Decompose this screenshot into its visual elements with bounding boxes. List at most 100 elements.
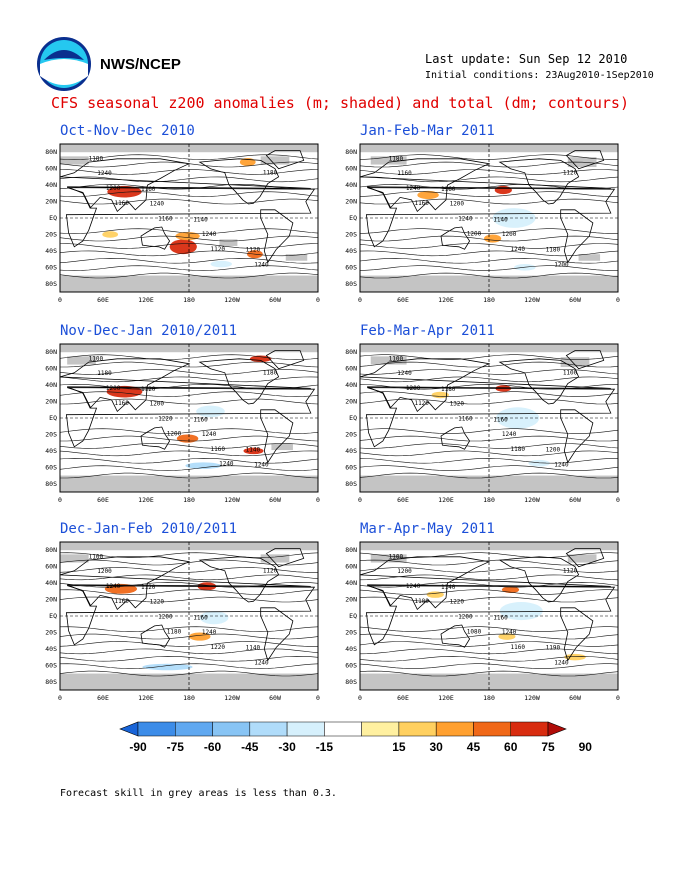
- colorbar-tick: 45: [467, 740, 481, 754]
- lon-tick-label: 0: [316, 694, 320, 702]
- contour-label: 1240: [554, 462, 569, 469]
- lon-tick-label: 180: [183, 296, 195, 304]
- contour-label: 1240: [150, 201, 165, 208]
- lat-tick-label: 80S: [345, 678, 357, 686]
- coastline: [440, 226, 471, 250]
- colorbar-swatch: [398, 721, 437, 737]
- anomaly-patch: [243, 447, 264, 455]
- lon-tick-label: 120E: [438, 296, 454, 304]
- lon-tick-label: 180: [483, 296, 495, 304]
- initial-conditions: Initial conditions: 23Aug2010-1Sep2010: [425, 70, 654, 81]
- coastline: [359, 556, 611, 611]
- low-skill-area: [260, 554, 290, 563]
- colorbar-tick: -90: [129, 740, 147, 754]
- lat-tick-label: 80S: [45, 678, 57, 686]
- contour-label: 1240: [502, 629, 517, 636]
- lon-tick-label: 180: [183, 496, 195, 504]
- lat-tick-label: 80N: [45, 348, 57, 356]
- lon-tick-label: 120W: [524, 694, 540, 702]
- contour-label: 1140: [246, 645, 261, 652]
- contour-label: 1200: [106, 185, 121, 192]
- lon-tick-label: 120E: [438, 694, 454, 702]
- contour-label: 1120: [141, 584, 156, 591]
- contour-label: 1240: [254, 462, 269, 469]
- low-skill-area: [67, 356, 96, 365]
- map-panel-fma: 1100 1180 1160 1200 1240 1320 1240 1240 1200 1160…: [345, 343, 620, 504]
- lat-tick-label: 40S: [345, 645, 357, 653]
- coastline: [560, 607, 594, 662]
- anomaly-patch: [426, 591, 444, 598]
- coastline: [359, 158, 611, 213]
- lat-tick-label: 60S: [45, 661, 57, 669]
- lon-tick-label: 120W: [224, 496, 240, 504]
- map-panel-djf: 1100 1120 1160 1140 1200 1220 1240 1240 1240 1200…: [45, 541, 320, 702]
- colorbar-low-arrow: [119, 721, 139, 737]
- lat-tick-label: 80N: [345, 348, 357, 356]
- contour-label: 1160: [493, 614, 508, 621]
- lon-tick-label: 120E: [138, 496, 154, 504]
- colorbar-swatch: [137, 721, 176, 737]
- contour-label: 1120: [563, 567, 578, 574]
- coastline: [440, 624, 471, 648]
- colorbar-tick: 15: [392, 740, 406, 754]
- colorbar-swatch: [249, 721, 288, 737]
- lat-tick-label: 20N: [45, 596, 57, 604]
- colorbar-swatch: [473, 721, 511, 737]
- map-panel-jfm: 1180 1160 1140 1180 1160 1200 1200 1200 1240 1240…: [345, 143, 620, 304]
- colorbar-tick: -30: [278, 740, 296, 754]
- lat-tick-label: 40N: [345, 579, 357, 587]
- lat-tick-label: 20S: [45, 628, 57, 636]
- lat-tick-label: 20N: [345, 198, 357, 206]
- colorbar-tick: -75: [167, 740, 185, 754]
- panel-title-ndj: Nov-Dec-Jan 2010/2011: [60, 323, 238, 339]
- lat-tick-label: EQ: [349, 414, 357, 422]
- colorbar-tick: 90: [579, 740, 593, 754]
- anomaly-patch: [104, 583, 138, 594]
- anomaly-patch: [195, 205, 226, 218]
- low-skill-area: [60, 554, 89, 563]
- lat-tick-label: 80S: [345, 480, 357, 488]
- lat-tick-label: EQ: [349, 612, 357, 620]
- contour-label: 1200: [397, 568, 412, 575]
- coastline: [565, 350, 605, 370]
- lon-tick-label: 60W: [269, 296, 281, 304]
- anomaly-patch: [494, 185, 512, 195]
- anomaly-patch: [501, 586, 520, 593]
- anomaly-patch: [499, 602, 543, 621]
- lat-tick-label: 20N: [45, 398, 57, 406]
- anomaly-patch: [528, 459, 550, 467]
- contour-label: 1160: [441, 186, 456, 193]
- colorbar-swatch: [435, 721, 474, 737]
- anomaly-patch: [196, 405, 225, 418]
- map-panel-ond: 1180 1160 1140 1120 1240 1240 1240 1240 1200 1160…: [45, 143, 320, 304]
- contour-label: 1120: [141, 386, 156, 393]
- coastline: [359, 358, 611, 413]
- contour-label: 1240: [406, 583, 421, 590]
- contour-label: 1100: [389, 355, 404, 362]
- contour-label: 1160: [114, 400, 129, 407]
- lon-tick-label: 120W: [524, 496, 540, 504]
- lat-tick-label: 60S: [345, 463, 357, 471]
- contour-label: 1200: [150, 401, 165, 408]
- contour-label: 1240: [219, 461, 234, 468]
- coastline: [365, 187, 616, 248]
- colorbar-swatch: [361, 721, 400, 737]
- lon-tick-label: 0: [58, 296, 62, 304]
- colorbar-tick: -15: [316, 740, 334, 754]
- lon-tick-label: 180: [483, 496, 495, 504]
- lon-tick-label: 180: [483, 694, 495, 702]
- coastline: [59, 158, 311, 213]
- contour-label: 1240: [202, 231, 217, 238]
- lon-tick-label: 60W: [269, 496, 281, 504]
- lon-tick-label: 0: [616, 694, 620, 702]
- contour-label: 1120: [414, 400, 429, 407]
- lat-tick-label: EQ: [49, 414, 57, 422]
- lon-tick-label: 60W: [569, 694, 581, 702]
- contour-label: 1200: [502, 231, 517, 238]
- footnote: Forecast skill in grey areas is less tha…: [60, 788, 337, 799]
- colorbar-swatch: [286, 721, 325, 737]
- contour-label: 1200: [158, 613, 173, 620]
- panel-title-jfm: Jan-Feb-Mar 2011: [360, 123, 495, 139]
- map-panel-ndj: 1100 1120 1160 1140 1180 1200 1240 1240 1200 1220…: [45, 343, 320, 504]
- low-skill-area: [260, 156, 290, 165]
